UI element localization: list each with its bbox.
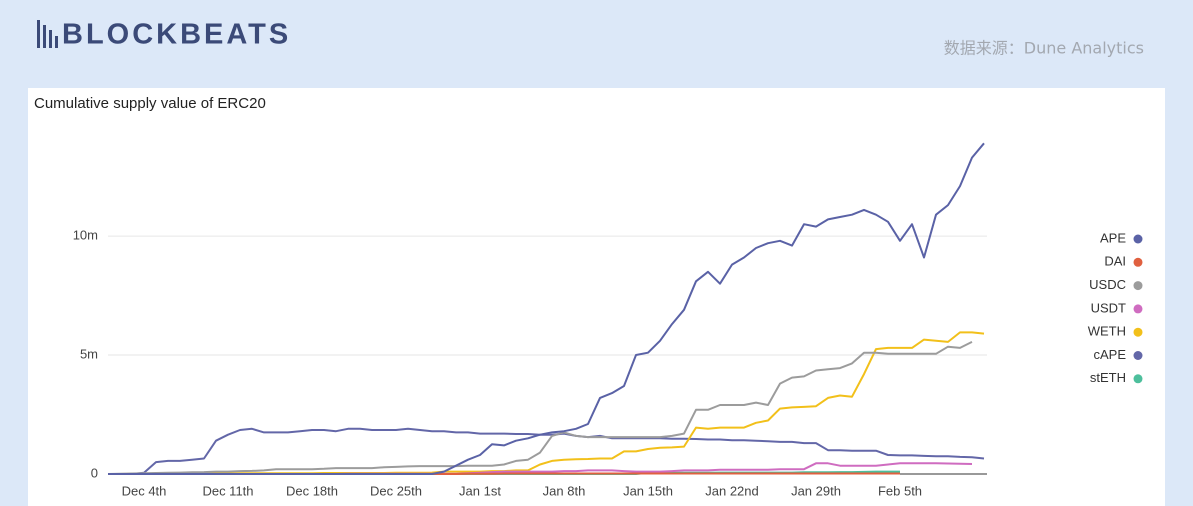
- x-tick-label: Dec 11th: [202, 483, 253, 498]
- legend-label: DAI: [1104, 254, 1126, 269]
- legend-marker: [1133, 234, 1143, 244]
- legend-marker: [1133, 304, 1143, 314]
- legend-marker: [1133, 257, 1143, 267]
- legend-label: cAPE: [1093, 347, 1126, 362]
- legend-marker: [1133, 327, 1143, 337]
- y-tick-label: 0: [91, 465, 98, 480]
- y-tick-label: 5m: [80, 346, 98, 361]
- x-tick-label: Feb 5th: [878, 483, 922, 498]
- x-tick-label: Dec 25th: [370, 483, 422, 498]
- legend-label: WETH: [1088, 324, 1126, 339]
- chart-title: Cumulative supply value of ERC20: [34, 95, 266, 112]
- legend-label: APE: [1100, 230, 1126, 245]
- legend-label: USDC: [1089, 277, 1126, 292]
- x-tick-label: Dec 18th: [286, 483, 338, 498]
- legend-marker: [1133, 351, 1143, 360]
- data-source: 数据来源：Dune Analytics: [944, 39, 1144, 58]
- x-tick-label: Jan 22nd: [705, 483, 759, 498]
- plot: 0 5m 10m Dec 4th Dec 11th Dec 18th Dec 25th Jan…: [73, 142, 1143, 498]
- logo: BLOCKBEATS: [62, 19, 291, 51]
- legend-marker: [1133, 281, 1143, 291]
- series-line: [108, 427, 985, 475]
- x-tick-label: Jan 8th: [543, 483, 586, 498]
- legend-label: stETH: [1090, 370, 1126, 385]
- series-line: [108, 142, 985, 475]
- x-tick-label: Jan 15th: [623, 483, 673, 498]
- legend-marker: [1133, 374, 1143, 384]
- x-tick-label: Jan 29th: [791, 483, 841, 498]
- x-tick-label: Dec 4th: [122, 483, 167, 498]
- x-tick-label: Jan 1st: [459, 483, 501, 498]
- legend-label: USDT: [1091, 300, 1126, 315]
- y-tick-label: 10m: [73, 228, 98, 243]
- chart-panel: [28, 88, 1165, 506]
- logo-icon: [37, 20, 58, 48]
- series-line: [107, 341, 973, 475]
